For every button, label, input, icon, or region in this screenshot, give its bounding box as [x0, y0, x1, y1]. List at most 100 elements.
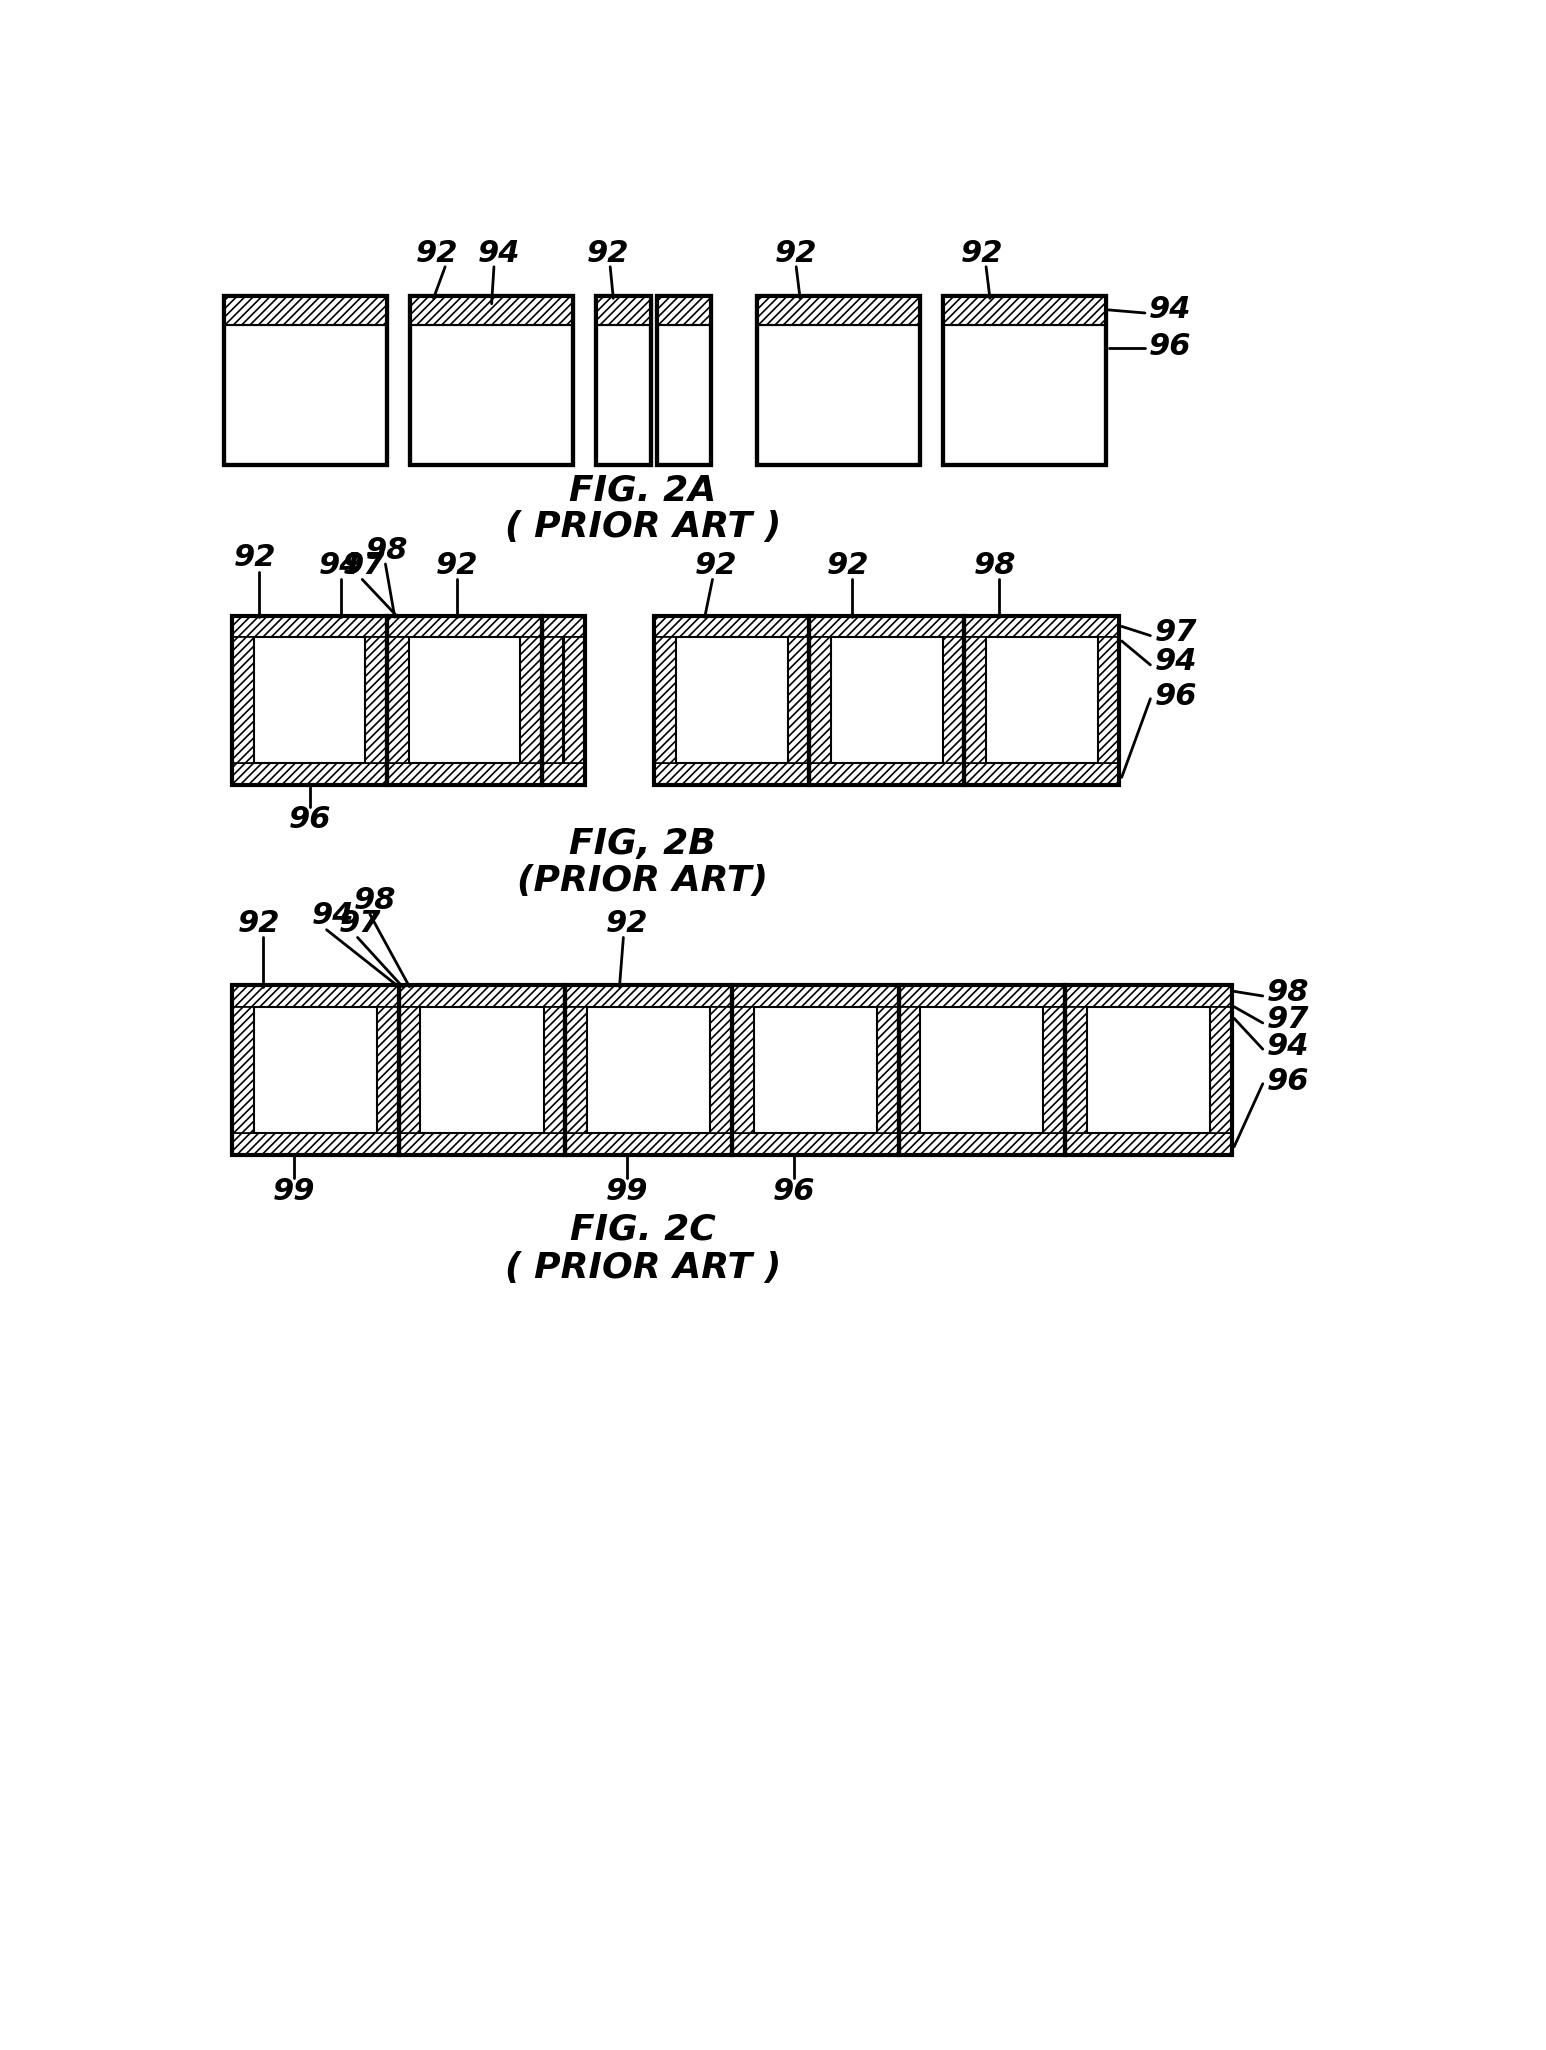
Bar: [563, 638, 584, 763]
Bar: [386, 615, 543, 638]
Bar: [232, 763, 386, 785]
Bar: [810, 638, 832, 763]
Bar: [410, 295, 574, 326]
Bar: [832, 638, 943, 763]
Bar: [810, 615, 965, 638]
Text: 97: 97: [1266, 1004, 1309, 1035]
Bar: [543, 615, 584, 785]
Text: 92: 92: [827, 551, 869, 580]
Bar: [377, 1007, 399, 1134]
Bar: [587, 1007, 710, 1134]
Text: 92: 92: [696, 551, 737, 580]
Text: 96: 96: [773, 1177, 815, 1205]
Bar: [943, 295, 1107, 465]
Bar: [232, 1134, 399, 1154]
Bar: [386, 638, 408, 763]
Bar: [676, 638, 787, 763]
Bar: [810, 615, 965, 785]
Bar: [597, 295, 651, 465]
Bar: [654, 638, 676, 763]
Bar: [731, 1007, 753, 1134]
Bar: [224, 295, 386, 326]
Bar: [224, 295, 386, 465]
Bar: [410, 295, 574, 465]
Text: 98: 98: [366, 535, 408, 564]
Bar: [254, 638, 365, 763]
Bar: [543, 615, 584, 785]
Bar: [224, 295, 386, 465]
Bar: [753, 1007, 877, 1134]
Text: ( PRIOR ART ): ( PRIOR ART ): [504, 510, 781, 543]
Bar: [731, 1134, 898, 1154]
Bar: [810, 763, 965, 785]
Bar: [898, 1134, 1065, 1154]
Bar: [731, 986, 898, 1154]
Bar: [386, 615, 543, 785]
Bar: [566, 1007, 587, 1134]
Bar: [232, 615, 386, 785]
Bar: [254, 638, 365, 763]
Text: 98: 98: [354, 886, 397, 914]
Text: 92: 92: [586, 240, 629, 269]
Bar: [521, 638, 543, 763]
Bar: [421, 1007, 544, 1134]
Bar: [365, 638, 386, 763]
Bar: [587, 1007, 710, 1134]
Bar: [965, 615, 1119, 785]
Text: 92: 92: [962, 240, 1003, 269]
Text: 92: 92: [436, 551, 478, 580]
Bar: [386, 615, 543, 785]
Bar: [232, 986, 399, 1154]
Bar: [566, 986, 731, 1154]
Text: 92: 92: [775, 240, 818, 269]
Text: 92: 92: [233, 543, 277, 572]
Bar: [676, 638, 787, 763]
Bar: [943, 295, 1107, 465]
Bar: [543, 763, 584, 785]
Bar: [710, 1007, 731, 1134]
Bar: [657, 295, 711, 465]
Bar: [421, 1007, 544, 1134]
Text: 94: 94: [478, 240, 521, 269]
Text: (PRIOR ART): (PRIOR ART): [518, 865, 768, 898]
Bar: [1065, 1007, 1087, 1134]
Text: FIG. 2C: FIG. 2C: [570, 1212, 716, 1246]
Bar: [399, 1134, 566, 1154]
Bar: [654, 615, 810, 638]
Text: 96: 96: [288, 806, 331, 834]
Bar: [399, 986, 566, 1154]
Bar: [898, 986, 1065, 1154]
Bar: [657, 295, 711, 465]
Bar: [920, 1007, 1044, 1134]
Text: 96: 96: [1266, 1066, 1309, 1097]
Text: 98: 98: [974, 551, 1017, 580]
Text: 94: 94: [1155, 648, 1197, 676]
Text: 97: 97: [1155, 617, 1197, 648]
Bar: [399, 986, 566, 1154]
Text: 92: 92: [416, 240, 459, 269]
Text: 94: 94: [311, 902, 354, 931]
Bar: [986, 638, 1098, 763]
Text: 98: 98: [1266, 978, 1309, 1007]
Text: 97: 97: [339, 908, 382, 939]
Text: 99: 99: [272, 1177, 315, 1205]
Bar: [232, 1007, 254, 1134]
Bar: [810, 615, 965, 785]
Bar: [1044, 1007, 1065, 1134]
Bar: [1065, 1134, 1232, 1154]
Bar: [232, 986, 399, 1154]
Bar: [1065, 986, 1232, 1007]
Bar: [232, 615, 386, 785]
Bar: [410, 295, 574, 465]
Bar: [965, 638, 986, 763]
Bar: [731, 986, 898, 1154]
Bar: [943, 638, 965, 763]
Bar: [965, 615, 1119, 785]
Bar: [877, 1007, 898, 1134]
Bar: [597, 295, 651, 326]
Bar: [965, 763, 1119, 785]
Bar: [408, 638, 521, 763]
Bar: [753, 1007, 877, 1134]
Bar: [920, 1007, 1044, 1134]
Bar: [898, 986, 1065, 1007]
